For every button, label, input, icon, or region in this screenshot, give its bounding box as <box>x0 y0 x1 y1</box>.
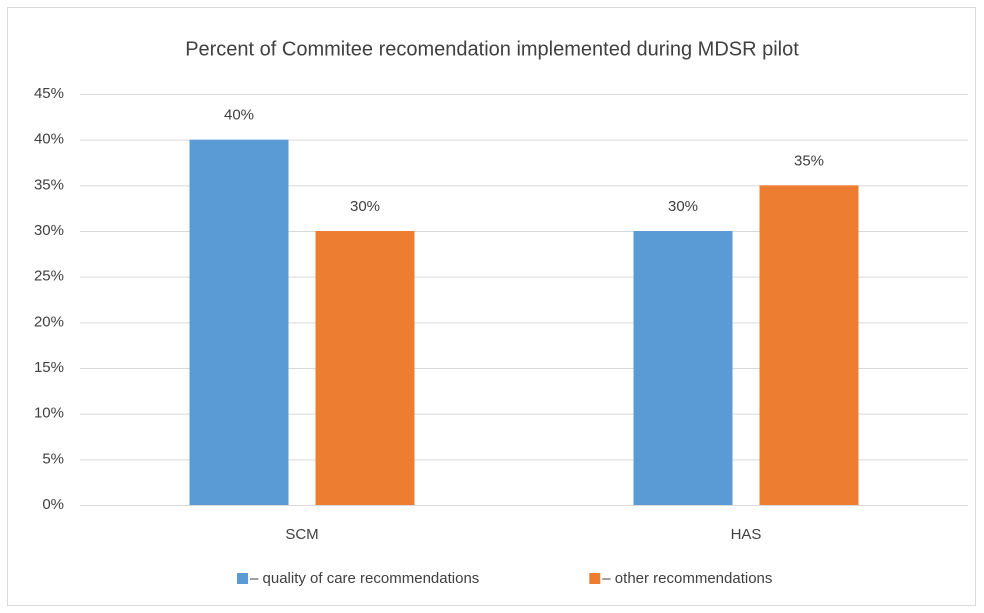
data-label: 40% <box>224 107 254 124</box>
bar <box>189 139 289 505</box>
bar <box>315 231 415 505</box>
bar <box>759 185 859 506</box>
y-tick-label: 45% <box>34 85 64 102</box>
x-tick-label: SCM <box>285 526 318 543</box>
y-tick-label: 0% <box>42 496 64 513</box>
legend-label: – other recommendations <box>602 570 772 587</box>
y-tick-label: 35% <box>34 176 64 193</box>
y-tick-label: 15% <box>34 359 64 376</box>
y-tick-label: 5% <box>42 450 64 467</box>
bar <box>633 231 733 505</box>
data-label: 30% <box>668 198 698 215</box>
y-tick-label: 30% <box>34 222 64 239</box>
legend-swatch <box>237 573 248 584</box>
data-label: 35% <box>794 152 824 169</box>
y-tick-label: 10% <box>34 405 64 422</box>
x-tick-label: HAS <box>731 526 762 543</box>
y-tick-label: 25% <box>34 268 64 285</box>
y-tick-label: 20% <box>34 313 64 330</box>
data-label: 30% <box>350 198 380 215</box>
chart-title: Percent of Commitee recomendation implem… <box>185 38 799 60</box>
legend-swatch <box>589 573 601 584</box>
legend-label: – quality of care recommendations <box>250 570 479 587</box>
y-tick-label: 40% <box>34 131 64 148</box>
